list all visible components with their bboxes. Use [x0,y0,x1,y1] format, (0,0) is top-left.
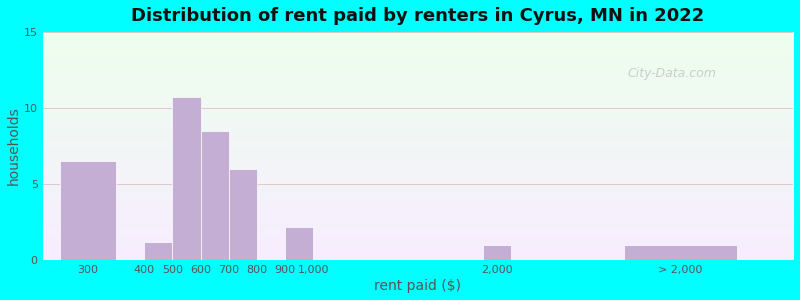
Bar [624,245,737,260]
Bar [144,242,172,260]
X-axis label: rent paid ($): rent paid ($) [374,279,462,293]
Bar [229,169,257,260]
Bar [201,131,229,260]
Y-axis label: households: households [7,107,21,185]
Text: City-Data.com: City-Data.com [628,67,717,80]
Bar [482,245,511,260]
Title: Distribution of rent paid by renters in Cyrus, MN in 2022: Distribution of rent paid by renters in … [131,7,705,25]
Bar [172,98,201,260]
Bar [59,161,116,260]
Bar [286,226,314,260]
